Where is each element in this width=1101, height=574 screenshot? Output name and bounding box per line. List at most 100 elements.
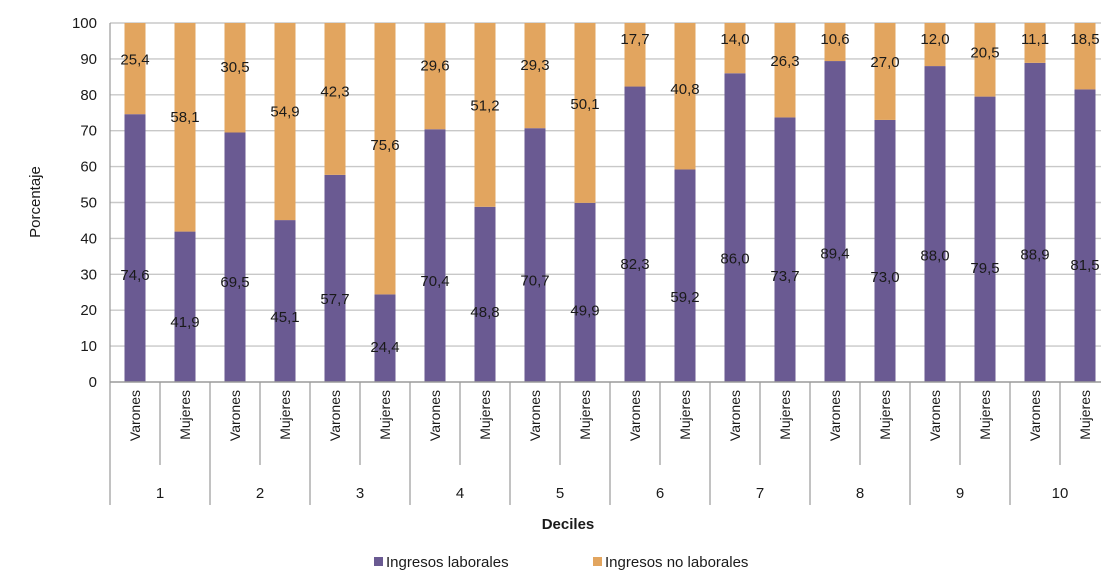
group-label: 10 bbox=[1052, 485, 1069, 502]
bar-segment-laborales bbox=[124, 114, 146, 382]
data-label: 70,4 bbox=[420, 273, 449, 290]
bar-segment-no-laborales bbox=[1074, 23, 1096, 90]
sub-category-label: Mujeres bbox=[677, 390, 693, 440]
data-label: 82,3 bbox=[620, 256, 649, 273]
bar-segment-laborales bbox=[324, 174, 346, 382]
bar-segment-no-laborales bbox=[924, 23, 946, 67]
data-label: 20,5 bbox=[970, 44, 999, 61]
bar-segment-laborales bbox=[374, 294, 396, 382]
sub-category-label: Varones bbox=[527, 390, 543, 441]
data-label: 12,0 bbox=[920, 31, 949, 48]
group-label: 4 bbox=[456, 485, 464, 502]
data-label: 14,0 bbox=[720, 31, 749, 48]
bar-segment-laborales bbox=[424, 129, 446, 382]
data-label: 51,2 bbox=[470, 98, 499, 115]
data-label: 86,0 bbox=[720, 251, 749, 268]
data-label: 45,1 bbox=[270, 309, 299, 326]
data-label: 69,5 bbox=[220, 274, 249, 291]
bar-segment-laborales bbox=[624, 86, 646, 382]
legend-swatch-ingresos-laborales bbox=[374, 557, 383, 566]
data-label: 18,5 bbox=[1070, 31, 1099, 48]
bar-segment-no-laborales bbox=[124, 23, 146, 115]
y-tick-label: 100 bbox=[72, 15, 97, 32]
data-label: 58,1 bbox=[170, 109, 199, 126]
bar-segment-laborales bbox=[724, 73, 746, 382]
y-axis-title: Porcentaje bbox=[27, 166, 44, 238]
bar-segment-laborales bbox=[774, 117, 796, 383]
bar-segment-no-laborales bbox=[474, 23, 496, 207]
bar-segment-laborales bbox=[1024, 62, 1046, 382]
legend-swatch-ingresos-no-laborales bbox=[593, 557, 602, 566]
data-label: 25,4 bbox=[120, 51, 149, 68]
y-tick-label: 60 bbox=[80, 159, 97, 176]
group-label: 9 bbox=[956, 485, 964, 502]
data-label: 27,0 bbox=[870, 54, 899, 71]
data-label: 70,7 bbox=[520, 272, 549, 289]
data-label: 74,6 bbox=[120, 267, 149, 284]
group-label: 5 bbox=[556, 485, 564, 502]
sub-category-label: Mujeres bbox=[1077, 390, 1093, 440]
sub-category-label: Varones bbox=[127, 390, 143, 441]
data-label: 29,3 bbox=[520, 57, 549, 74]
bar-segment-laborales bbox=[674, 169, 696, 382]
data-label: 88,9 bbox=[1020, 246, 1049, 263]
bar-segment-laborales bbox=[474, 206, 496, 382]
data-label: 57,7 bbox=[320, 291, 349, 308]
data-label: 29,6 bbox=[420, 58, 449, 75]
data-label: 10,6 bbox=[820, 31, 849, 48]
sub-category-label: Varones bbox=[327, 390, 343, 441]
bar-segment-laborales bbox=[274, 220, 296, 382]
bar-segment-laborales bbox=[874, 119, 896, 383]
x-axis-title: Deciles bbox=[542, 516, 595, 533]
gridlines bbox=[110, 22, 1101, 347]
bar-segment-laborales bbox=[974, 96, 996, 382]
data-label: 17,7 bbox=[620, 31, 649, 48]
bar-segment-laborales bbox=[1074, 89, 1096, 382]
data-label: 50,1 bbox=[570, 96, 599, 113]
sub-category-label: Varones bbox=[927, 390, 943, 441]
y-tick-label: 90 bbox=[80, 51, 97, 68]
bars: 74,6 25,4 41,9 58,1 69,5 30,5 45,1 54,9 57,7 42,3… bbox=[120, 23, 1100, 383]
data-label: 40,8 bbox=[670, 81, 699, 98]
bar-segment-laborales bbox=[174, 231, 196, 382]
bar-segment-no-laborales bbox=[174, 23, 196, 232]
legend-label-ingresos-no-laborales: Ingresos no laborales bbox=[605, 554, 748, 571]
sub-category-label: Mujeres bbox=[577, 390, 593, 440]
y-tick-label: 80 bbox=[80, 87, 97, 104]
sub-category-label: Varones bbox=[1027, 390, 1043, 441]
bar-segment-no-laborales bbox=[374, 23, 396, 295]
data-label: 11,1 bbox=[1021, 31, 1049, 48]
data-label: 89,4 bbox=[820, 246, 849, 263]
bar-segment-no-laborales bbox=[224, 23, 246, 133]
bar-segment-no-laborales bbox=[624, 23, 646, 87]
group-label: 6 bbox=[656, 485, 664, 502]
group-label: 7 bbox=[756, 485, 764, 502]
bar-segment-no-laborales bbox=[324, 23, 346, 175]
axes: 0 10 20 30 40 50 60 70 80 90 100 Varones Mujeres 1 Var… bbox=[72, 15, 1101, 505]
sub-category-label: Mujeres bbox=[877, 390, 893, 440]
bar-segment-no-laborales bbox=[574, 23, 596, 203]
bar-segment-no-laborales bbox=[974, 23, 996, 97]
bar-segment-no-laborales bbox=[824, 23, 846, 62]
sub-category-label: Varones bbox=[727, 390, 743, 441]
data-label: 49,9 bbox=[570, 302, 599, 319]
sub-category-label: Mujeres bbox=[777, 390, 793, 440]
data-label: 24,4 bbox=[370, 339, 399, 356]
bar-segment-no-laborales bbox=[874, 23, 896, 120]
data-label: 79,5 bbox=[970, 260, 999, 277]
data-label: 42,3 bbox=[320, 83, 349, 100]
y-tick-label: 70 bbox=[80, 123, 97, 140]
group-label: 2 bbox=[256, 485, 264, 502]
data-label: 54,9 bbox=[270, 104, 299, 121]
bar-segment-laborales bbox=[924, 66, 946, 382]
group-label: 1 bbox=[156, 485, 164, 502]
bar-segment-laborales bbox=[524, 128, 546, 382]
y-tick-label: 40 bbox=[80, 230, 97, 247]
data-label: 75,6 bbox=[370, 137, 399, 154]
y-tick-label: 30 bbox=[80, 266, 97, 283]
data-label: 26,3 bbox=[770, 53, 799, 70]
sub-category-label: Mujeres bbox=[377, 390, 393, 440]
legend: Ingresos laborales Ingresos no laborales bbox=[374, 554, 748, 571]
data-label: 59,2 bbox=[670, 289, 699, 306]
